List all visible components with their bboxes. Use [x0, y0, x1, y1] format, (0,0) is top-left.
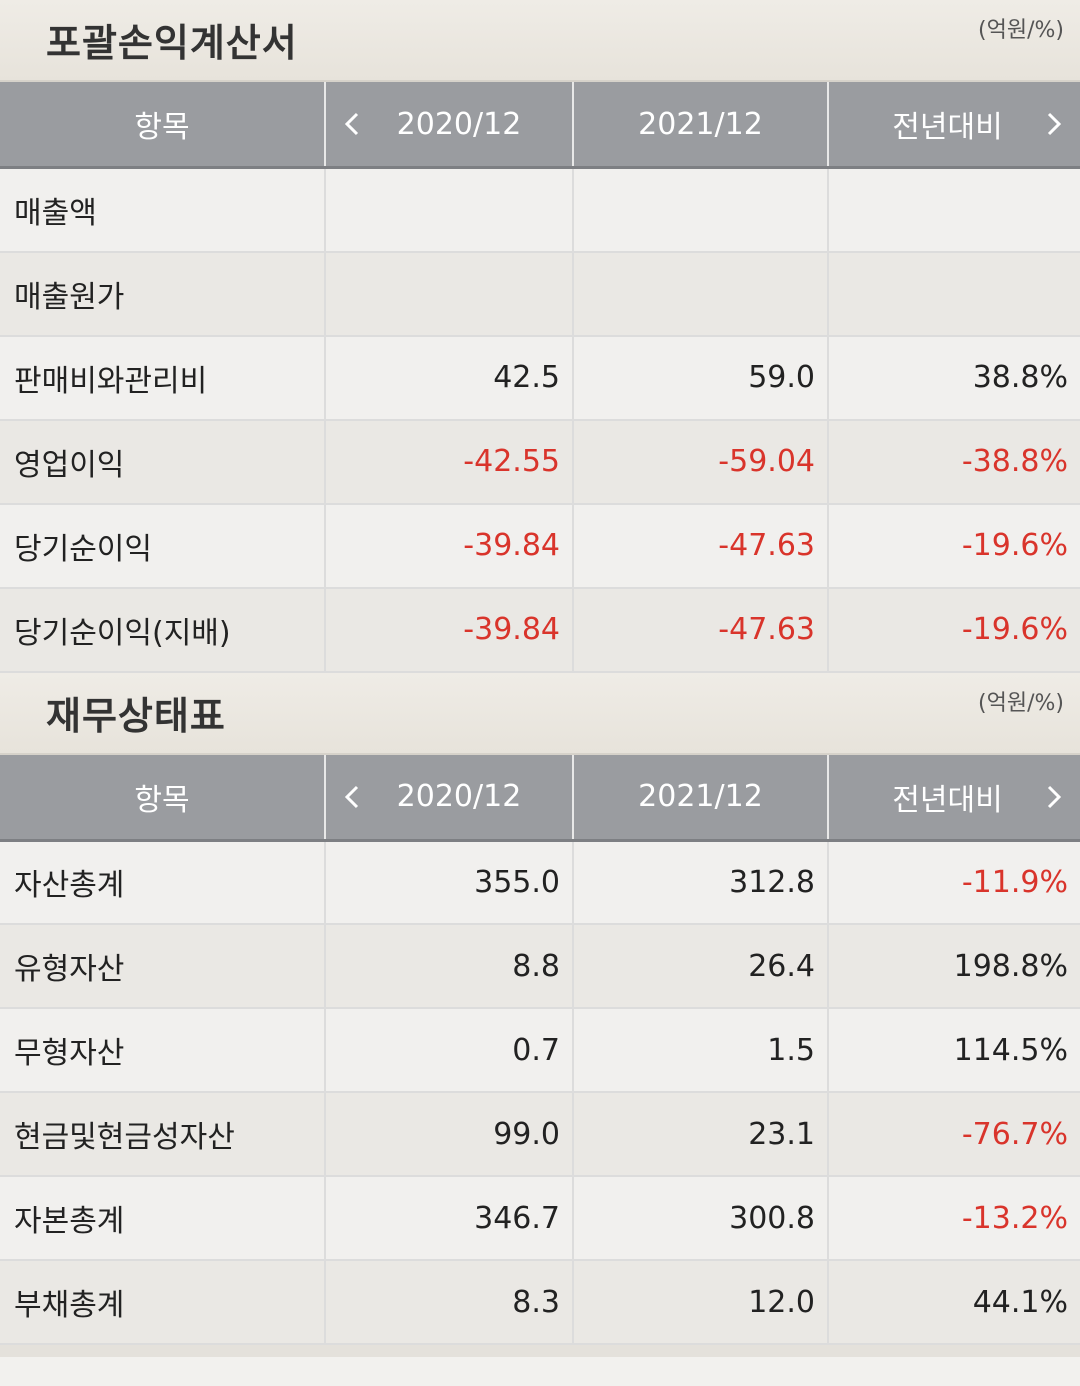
section-title: 재무상태표	[46, 693, 226, 738]
row-label: 현금및현금성자산	[0, 1092, 325, 1177]
column-header-2020: 2020/12	[324, 754, 573, 842]
table-row: 현금및현금성자산 99.0 23.1 -76.7%	[0, 1092, 1080, 1177]
table-header-row: 항목 2020/12 2021/12 전년대비	[0, 754, 1080, 842]
cell-2021	[572, 167, 828, 253]
column-header-2020: 2020/12	[324, 82, 573, 169]
unit-label: (억원/%)	[978, 18, 1064, 43]
income-statement-table: 항목 2020/12 2021/12 전년대비 매출액 매출원가 판매비와관리비 42…	[0, 82, 1080, 673]
cell-yoy: -76.7%	[827, 1092, 1080, 1177]
column-header-label: 전년대비	[892, 782, 1003, 818]
cell-yoy: 44.1%	[827, 1260, 1080, 1345]
balance-sheet-table: 항목 2020/12 2021/12 전년대비 자산총계 355.0 312.8 -1…	[0, 754, 1080, 1345]
cell-yoy: -11.9%	[827, 840, 1080, 925]
cell-2021: 312.8	[572, 840, 828, 925]
table-row: 유형자산 8.8 26.4 198.8%	[0, 924, 1080, 1009]
cell-2021: -47.63	[572, 503, 828, 589]
cell-2020: 0.7	[324, 1008, 573, 1093]
cell-2021: 23.1	[572, 1092, 828, 1177]
cell-yoy	[827, 167, 1080, 253]
chevron-right-icon[interactable]	[1038, 108, 1070, 140]
row-label: 매출액	[0, 167, 325, 253]
cell-2021: 59.0	[572, 335, 828, 421]
column-header-item: 항목	[0, 82, 325, 169]
cell-yoy	[827, 251, 1080, 337]
cell-yoy: -19.6%	[827, 503, 1080, 589]
column-header-label: 전년대비	[892, 110, 1003, 145]
table-row: 당기순이익 -39.84 -47.63 -19.6%	[0, 503, 1080, 589]
row-label: 당기순이익	[0, 503, 325, 589]
table-row: 자산총계 355.0 312.8 -11.9%	[0, 840, 1080, 925]
cell-yoy: -13.2%	[827, 1176, 1080, 1261]
table-header-row: 항목 2020/12 2021/12 전년대비	[0, 82, 1080, 169]
row-label: 무형자산	[0, 1008, 325, 1093]
cell-2020: -42.55	[324, 419, 573, 505]
cell-2020: 99.0	[324, 1092, 573, 1177]
cell-yoy: 198.8%	[827, 924, 1080, 1009]
row-label: 판매비와관리비	[0, 335, 325, 421]
chevron-right-icon[interactable]	[1038, 781, 1070, 813]
cell-2021: -47.63	[572, 587, 828, 673]
row-label: 영업이익	[0, 419, 325, 505]
cell-2021	[572, 251, 828, 337]
table-row: 자본총계 346.7 300.8 -13.2%	[0, 1176, 1080, 1261]
column-header-2021: 2021/12	[572, 754, 828, 842]
column-header-label: 2020/12	[396, 106, 522, 142]
cell-yoy: 38.8%	[827, 335, 1080, 421]
chevron-left-icon[interactable]	[336, 108, 368, 140]
footer-strip	[0, 1345, 1080, 1357]
cell-2020	[324, 251, 573, 337]
row-label: 매출원가	[0, 251, 325, 337]
column-header-2021: 2021/12	[572, 82, 828, 169]
row-label: 자산총계	[0, 840, 325, 925]
row-label: 자본총계	[0, 1176, 325, 1261]
chevron-left-icon[interactable]	[336, 781, 368, 813]
column-header-yoy: 전년대비	[827, 754, 1080, 842]
row-label: 부채총계	[0, 1260, 325, 1345]
cell-yoy: 114.5%	[827, 1008, 1080, 1093]
row-label: 유형자산	[0, 924, 325, 1009]
table-row: 매출원가	[0, 251, 1080, 337]
table-row: 영업이익 -42.55 -59.04 -38.8%	[0, 419, 1080, 505]
cell-2020: 42.5	[324, 335, 573, 421]
cell-2021: 1.5	[572, 1008, 828, 1093]
cell-2020: -39.84	[324, 503, 573, 589]
cell-2021: 12.0	[572, 1260, 828, 1345]
cell-2021: 300.8	[572, 1176, 828, 1261]
column-header-item: 항목	[0, 754, 325, 842]
cell-2020: -39.84	[324, 587, 573, 673]
balance-sheet-header: 재무상태표 (억원/%)	[0, 672, 1080, 755]
cell-2020: 346.7	[324, 1176, 573, 1261]
cell-2021: -59.04	[572, 419, 828, 505]
income-statement-header: 포괄손익계산서 (억원/%)	[0, 0, 1080, 82]
cell-yoy: -19.6%	[827, 587, 1080, 673]
cell-2020: 8.8	[324, 924, 573, 1009]
cell-2020: 8.3	[324, 1260, 573, 1345]
section-title: 포괄손익계산서	[46, 21, 298, 65]
cell-2021: 26.4	[572, 924, 828, 1009]
table-row: 당기순이익(지배) -39.84 -47.63 -19.6%	[0, 587, 1080, 673]
column-header-yoy: 전년대비	[827, 82, 1080, 169]
column-header-label: 2020/12	[396, 779, 522, 814]
table-row: 매출액	[0, 167, 1080, 253]
cell-yoy: -38.8%	[827, 419, 1080, 505]
table-row: 무형자산 0.7 1.5 114.5%	[0, 1008, 1080, 1093]
table-row: 판매비와관리비 42.5 59.0 38.8%	[0, 335, 1080, 421]
cell-2020	[324, 167, 573, 253]
row-label: 당기순이익(지배)	[0, 587, 325, 673]
table-row: 부채총계 8.3 12.0 44.1%	[0, 1260, 1080, 1345]
unit-label: (억원/%)	[978, 690, 1064, 716]
cell-2020: 355.0	[324, 840, 573, 925]
